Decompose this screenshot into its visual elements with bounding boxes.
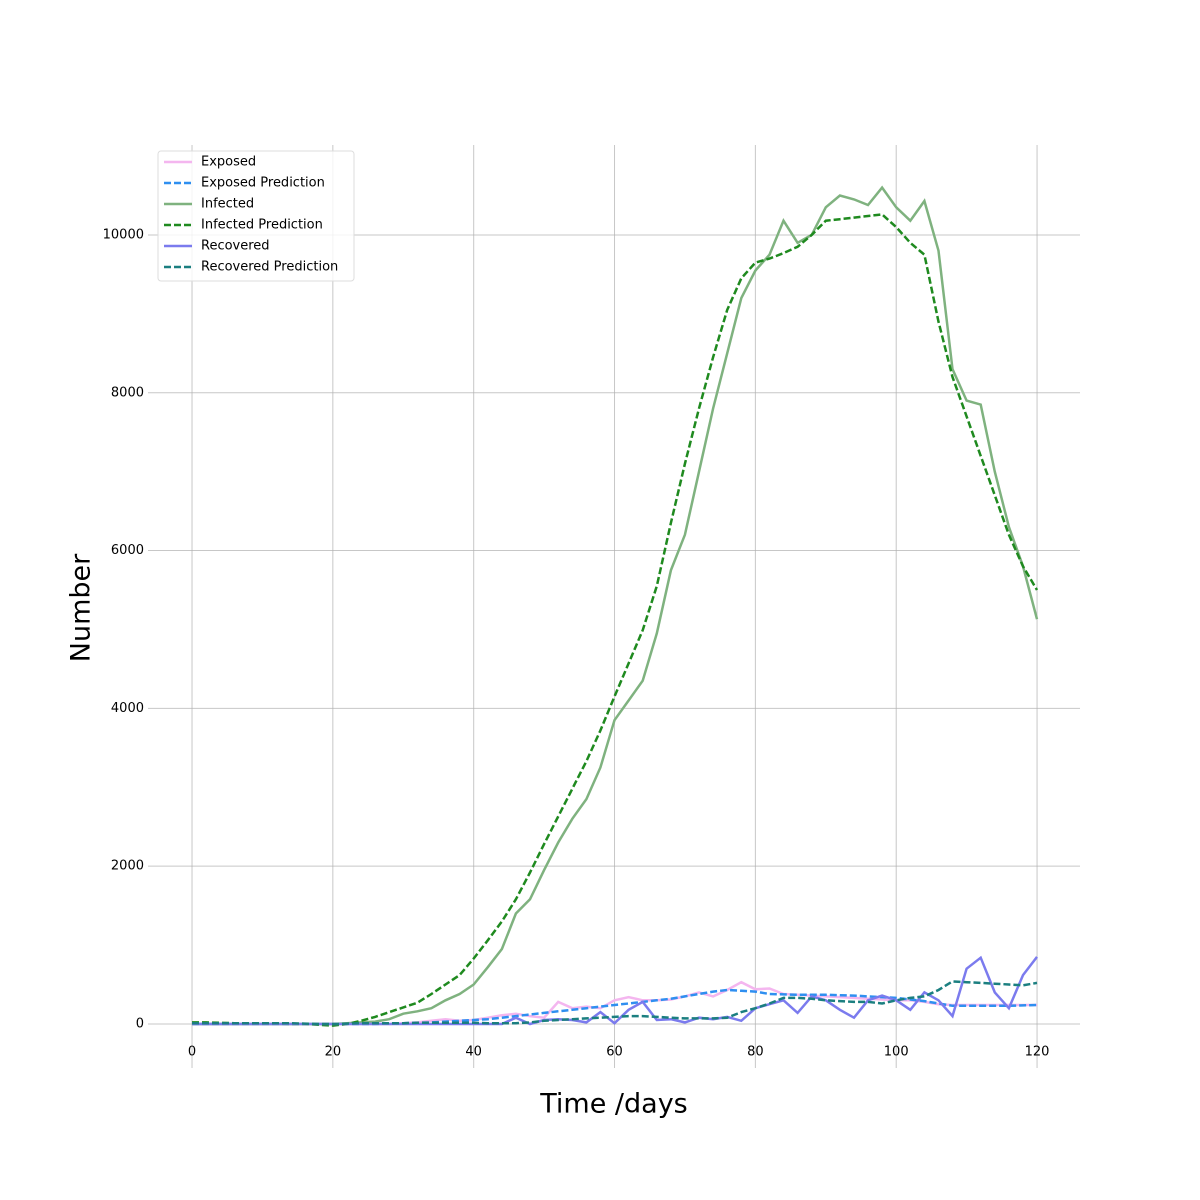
x-tick-label: 20 — [325, 1045, 342, 1060]
legend-label: Exposed Prediction — [201, 176, 325, 191]
x-tick-label: 100 — [884, 1045, 909, 1060]
y-tick-label: 10000 — [103, 227, 144, 242]
y-tick-label: 6000 — [111, 543, 144, 558]
y-tick-label: 0 — [136, 1016, 144, 1031]
y-tick-label: 4000 — [111, 701, 144, 716]
legend-box — [157, 150, 355, 282]
series-line — [192, 980, 1038, 1026]
x-tick-label: 80 — [747, 1045, 764, 1060]
y-tick-label: 8000 — [111, 385, 144, 400]
x-tick-label: 0 — [188, 1045, 196, 1060]
x-tick-label: 60 — [606, 1045, 623, 1060]
x-tick-label: 120 — [1025, 1045, 1050, 1060]
x-axis-label: Time /days — [539, 1089, 688, 1120]
x-tick-label: 40 — [465, 1045, 482, 1060]
legend-label: Recovered — [201, 239, 270, 254]
legend-label: Recovered Prediction — [201, 260, 338, 275]
y-tick-label: 2000 — [111, 859, 144, 874]
y-axis-label: Number — [66, 553, 97, 662]
legend-label: Infected Prediction — [201, 218, 323, 233]
legend-label: Infected — [201, 197, 254, 212]
series-line — [192, 213, 1039, 1027]
legend-label: Exposed — [201, 155, 256, 170]
